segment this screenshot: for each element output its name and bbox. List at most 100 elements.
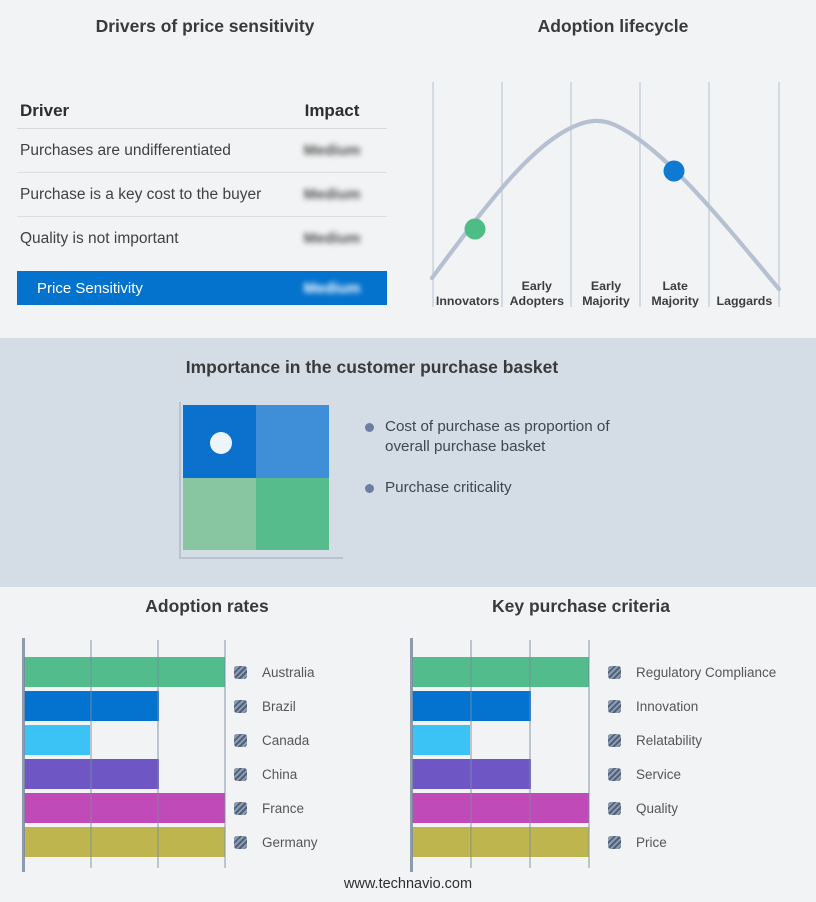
gridline (588, 640, 590, 868)
key-purchase-criteria-title: Key purchase criteria (491, 596, 670, 616)
adoption-rates-bar-canada (24, 725, 91, 755)
purchase-basket-quadrant (183, 405, 329, 550)
legend-label: Regulatory Compliance (636, 664, 777, 680)
lifecycle-panel-title: Adoption lifecycle (537, 16, 689, 36)
key-purchase-criteria-plot (410, 638, 590, 872)
legend-label: Service (636, 766, 682, 782)
website-url: www.technavio.com (343, 876, 473, 892)
price-sensitivity-summary-bar: Price Sensitivity Medium (17, 271, 387, 305)
legend-item: Regulatory Compliance (608, 662, 776, 682)
legend-swatch-icon (608, 665, 621, 679)
lifecycle-stages: Innovators Early Adopters Early Majority La… (420, 267, 792, 309)
late-majority-stage-marker (663, 160, 685, 182)
driver-cell: Quality is not important (20, 229, 179, 247)
bell-curve (429, 118, 782, 292)
legend-item: France (234, 798, 304, 818)
key-purchase-criteria-bar-price (412, 827, 589, 857)
impact-value-blurred: Medium (303, 230, 361, 247)
legend-label: Brazil (262, 698, 296, 714)
legend-swatch-icon (608, 801, 621, 815)
key-purchase-criteria-bar-innovation (412, 691, 531, 721)
stage-label-early-adopters: Early Adopters (509, 279, 564, 308)
y-axis-line (22, 638, 25, 872)
legend-swatch-icon (234, 665, 247, 679)
legend-swatch-icon (608, 767, 621, 781)
list-item: Cost of purchase as proportion of overal… (365, 417, 637, 456)
adoption-rates-title: Adoption rates (145, 596, 269, 616)
legend-swatch-icon (608, 733, 621, 747)
quadrant-cell-bottom-right (256, 478, 329, 550)
adoption-rates-plot (22, 638, 226, 872)
legend-item: Innovation (608, 696, 698, 716)
impact-value-blurred: Medium (303, 142, 361, 159)
legend-item: Australia (234, 662, 315, 682)
key-purchase-criteria-bar-quality (412, 793, 589, 823)
table-row: Purchase is a key cost to the buyer Medi… (17, 173, 387, 217)
legend-swatch-icon (234, 733, 247, 747)
driver-cell: Purchase is a key cost to the buyer (20, 185, 262, 203)
legend-label: Relatability (636, 732, 703, 748)
lifecycle-gridlines (432, 82, 780, 307)
stage-label-innovators: Innovators (435, 294, 500, 308)
table-row: Purchases are undifferentiated Medium (17, 129, 387, 173)
gridline (529, 640, 532, 868)
drivers-panel-title: Drivers of price sensitivity (95, 16, 315, 36)
adoption-rates-bar-china (24, 759, 159, 789)
table-row: Quality is not important Medium (17, 217, 387, 260)
legend-label: Canada (262, 732, 310, 748)
key-purchase-criteria-bar-service (412, 759, 531, 789)
impact-value-blurred: Medium (303, 186, 361, 203)
stage-label-laggards: Laggards (716, 294, 773, 308)
impact-column-header: Impact (304, 101, 360, 120)
legend-swatch-icon (608, 835, 621, 849)
quadrant-x-axis (179, 557, 343, 559)
legend-item: Service (608, 764, 681, 784)
adoption-rates-bar-germany (24, 827, 225, 857)
list-item: Purchase criticality (365, 478, 637, 498)
legend-label: Quality (636, 800, 679, 816)
section-top: Drivers of price sensitivity Adoption li… (0, 0, 816, 338)
stage-label-late-majority: Late Majority (651, 279, 699, 308)
driver-column-header: Driver (20, 101, 70, 120)
bullet-icon (365, 423, 374, 432)
legend-swatch-icon (234, 699, 247, 713)
quadrant-cell-bottom-left (183, 478, 256, 550)
adoption-rates-bar-australia (24, 657, 225, 687)
legend-item: Quality (608, 798, 678, 818)
legend-item: Relatability (608, 730, 702, 750)
legend-item: Canada (234, 730, 309, 750)
legend-label: Innovation (636, 698, 699, 714)
driver-cell: Purchases are undifferentiated (20, 141, 231, 159)
quadrant-y-axis (179, 402, 181, 558)
legend-item: Brazil (234, 696, 296, 716)
section-purchase-basket: Importance in the customer purchase bask… (0, 338, 816, 587)
legend-label: China (262, 766, 298, 782)
bullet-icon (365, 484, 374, 493)
adoption-rates-bar-france (24, 793, 225, 823)
legend-label: Germany (262, 834, 318, 850)
bullet-text: Cost of purchase as proportion of overal… (385, 418, 610, 455)
gridline (157, 640, 160, 868)
purchase-basket-title: Importance in the customer purchase bask… (185, 357, 559, 377)
adoption-lifecycle-chart (429, 82, 782, 307)
bullet-text: Purchase criticality (385, 479, 512, 496)
gridline (469, 640, 472, 868)
legend-swatch-icon (608, 699, 621, 713)
adoption-rates-bar-brazil (24, 691, 159, 721)
drivers-table-header: Driver Impact (17, 94, 387, 129)
legend-item: Germany (234, 832, 318, 852)
legend-label: Price (636, 834, 667, 850)
key-purchase-criteria-bar-regulatory-compliance (412, 657, 589, 687)
impact-value-blurred: Medium (303, 279, 361, 297)
legend-swatch-icon (234, 801, 247, 815)
innovators-stage-marker (464, 218, 486, 240)
legend-item: Price (608, 832, 667, 852)
y-axis-line (410, 638, 413, 872)
section-bottom: Adoption rates Key purchase criteria Aus… (0, 587, 816, 902)
quadrant-cell-top-right (256, 405, 329, 478)
legend-item: China (234, 764, 297, 784)
key-purchase-criteria-bar-relatability (412, 725, 471, 755)
gridline (224, 640, 226, 868)
legend-label: Australia (262, 664, 315, 680)
